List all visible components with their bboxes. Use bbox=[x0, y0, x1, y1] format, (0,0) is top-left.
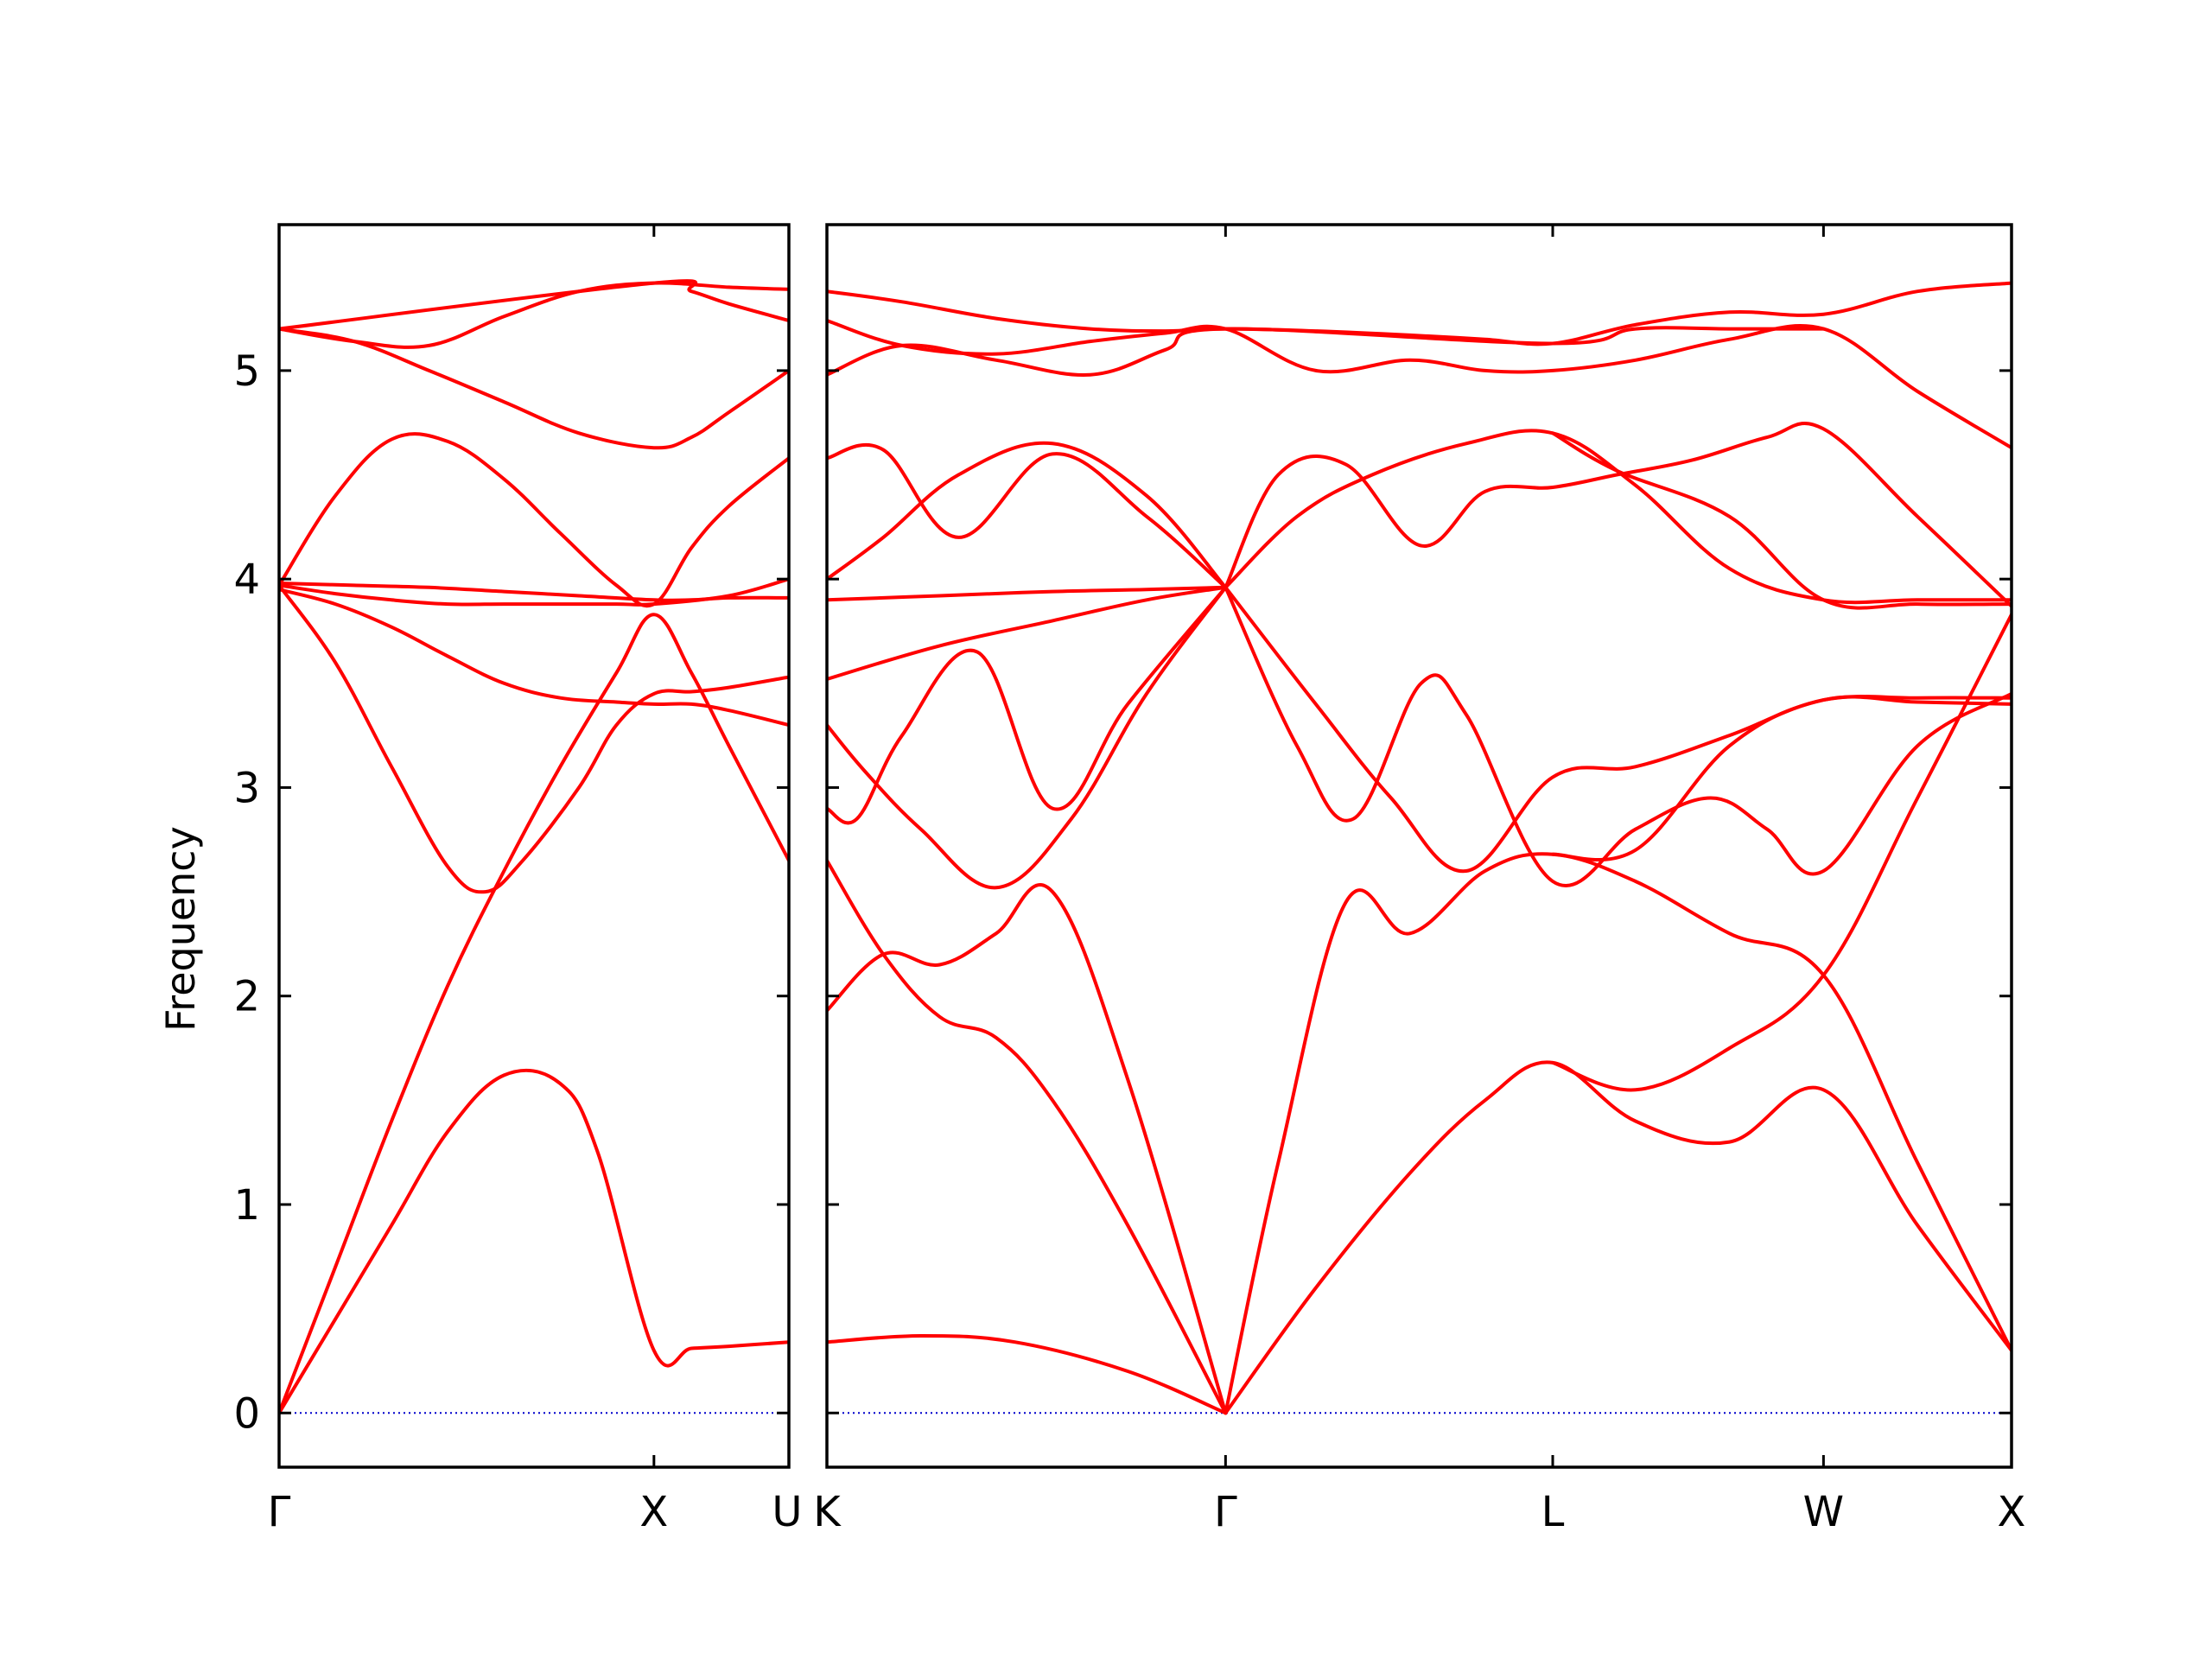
y-tick-label: 3 bbox=[233, 764, 260, 812]
band-9 bbox=[279, 281, 789, 349]
x-tick-label: W bbox=[1803, 1488, 1844, 1536]
band-19 bbox=[827, 281, 2012, 346]
band-10 bbox=[827, 585, 1228, 890]
band-6 bbox=[1551, 613, 2012, 1092]
plot-panels: 0 1 2 3 4 5 Γ X U K Γ L W X bbox=[233, 223, 2026, 1536]
band-14 bbox=[827, 442, 1228, 589]
x-tick-label: X bbox=[639, 1488, 668, 1536]
y-tick-label: 1 bbox=[233, 1181, 260, 1230]
band-12 bbox=[827, 585, 1228, 681]
y-axis-label: Frequency bbox=[157, 826, 204, 1032]
phonon-bands bbox=[279, 279, 789, 1415]
y-tick-label: 2 bbox=[233, 973, 260, 1021]
band-2 bbox=[827, 858, 1228, 1415]
y-tick-label: 5 bbox=[233, 347, 260, 396]
band-13 bbox=[827, 585, 1228, 602]
band-1 bbox=[279, 1068, 789, 1415]
band-6 bbox=[279, 432, 789, 608]
band-2 bbox=[279, 613, 789, 1415]
band-16 bbox=[1224, 429, 2012, 605]
x-tick-label: U bbox=[772, 1488, 802, 1536]
band-21 bbox=[827, 326, 1826, 377]
band-1 bbox=[827, 1333, 1228, 1415]
y-tick-label: 0 bbox=[233, 1389, 260, 1438]
x-tick-label: X bbox=[1998, 1488, 2026, 1536]
band-9 bbox=[1551, 695, 2012, 862]
axes-frame bbox=[277, 223, 791, 1469]
band-3 bbox=[827, 883, 1228, 1415]
band-3 bbox=[279, 583, 789, 894]
axes-frame bbox=[825, 223, 2013, 1469]
band-10 bbox=[279, 279, 789, 331]
phonon-bands bbox=[827, 281, 2012, 1415]
x-tick-label: K bbox=[813, 1488, 842, 1536]
band-11 bbox=[827, 585, 1228, 825]
band-15 bbox=[827, 441, 1228, 589]
band-7 bbox=[1224, 585, 2012, 888]
band-20 bbox=[827, 319, 2012, 450]
x-tick-label: L bbox=[1541, 1488, 1565, 1536]
x-tick-label: Γ bbox=[268, 1488, 291, 1536]
band-17 bbox=[1224, 421, 2012, 608]
band-7 bbox=[279, 577, 789, 607]
band-4 bbox=[1224, 1060, 2012, 1415]
band-8 bbox=[1224, 585, 2012, 874]
x-tick-label: Γ bbox=[1214, 1488, 1237, 1536]
band-8 bbox=[279, 327, 789, 450]
band-4 bbox=[279, 588, 789, 728]
y-tick-label: 4 bbox=[233, 556, 260, 604]
band-18 bbox=[1551, 431, 2012, 610]
band-5 bbox=[1224, 852, 2012, 1415]
panel-1: 0 1 2 3 4 5 Γ X U bbox=[233, 223, 803, 1536]
